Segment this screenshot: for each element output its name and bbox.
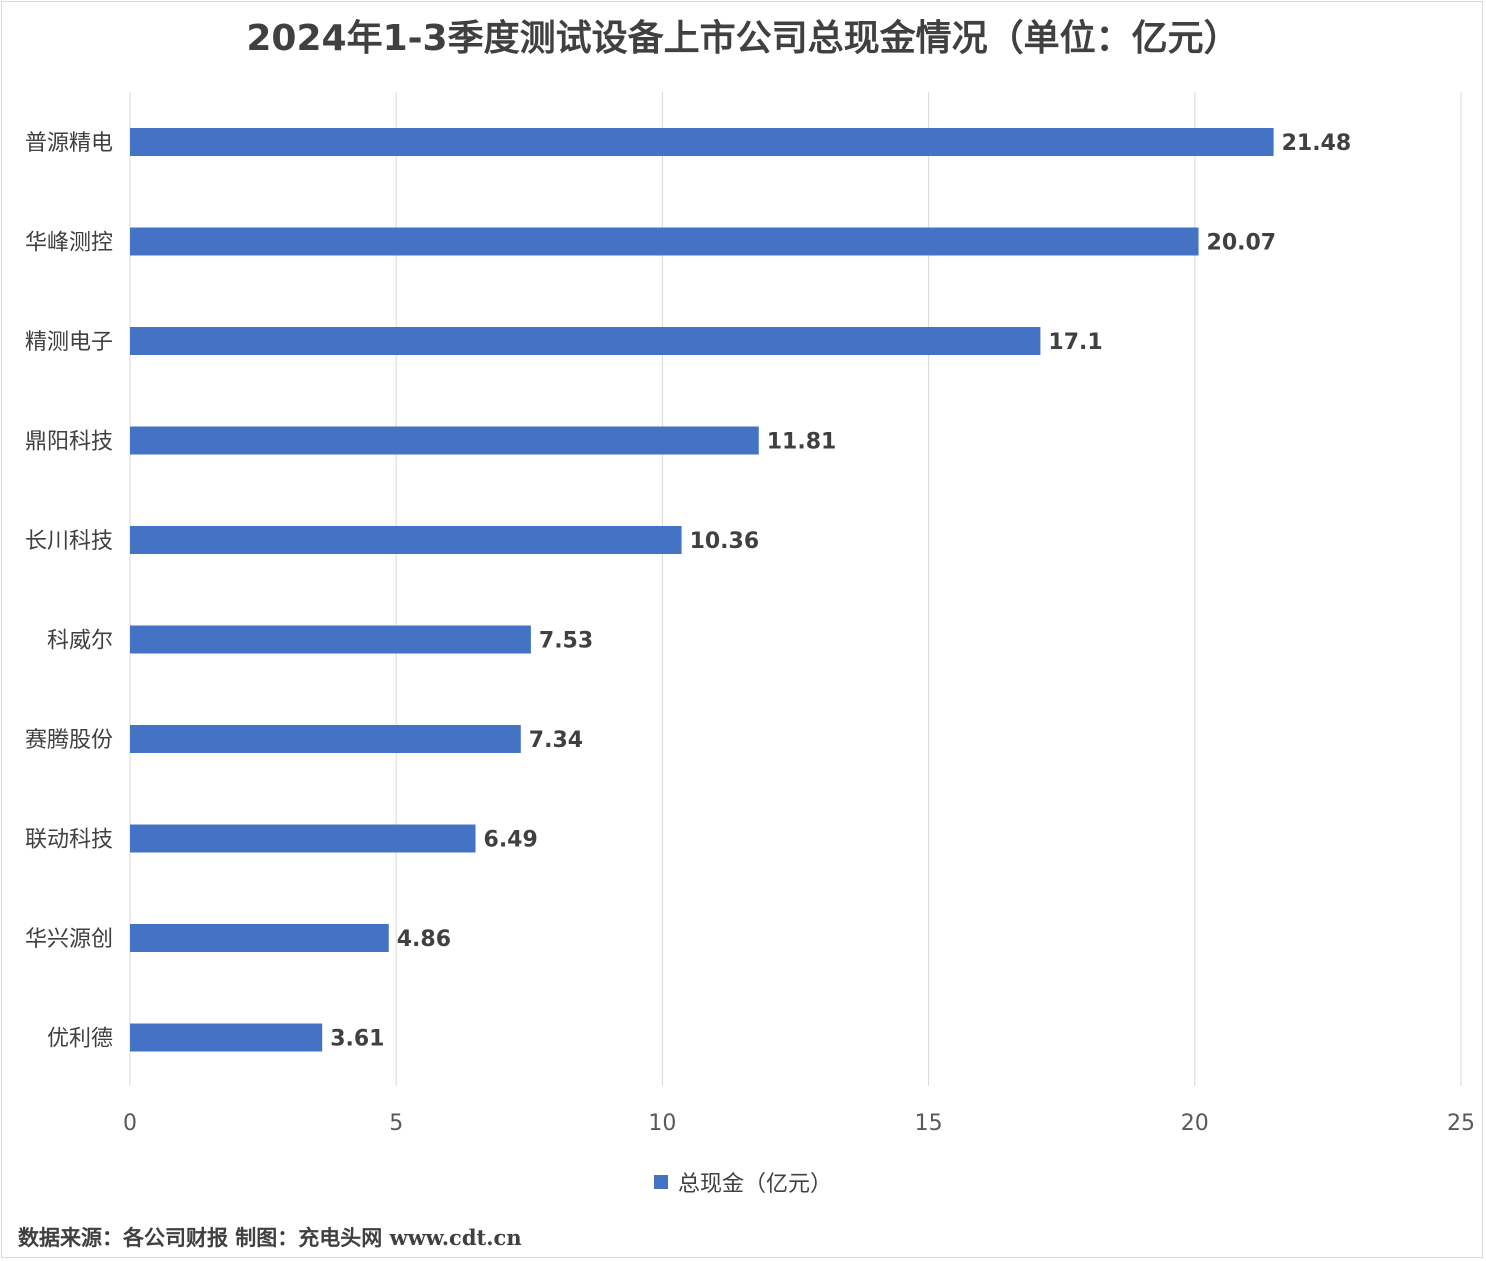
data-label: 20.07 <box>1207 231 1277 256</box>
x-tick-label: 0 <box>123 1111 137 1136</box>
category-label: 联动科技 <box>25 828 113 853</box>
data-label: 6.49 <box>484 828 538 853</box>
bar <box>130 327 1041 355</box>
data-label: 10.36 <box>690 529 760 554</box>
category-label: 优利德 <box>47 1027 113 1052</box>
bar <box>130 924 389 952</box>
category-label: 赛腾股份 <box>25 728 113 753</box>
data-label: 3.61 <box>330 1027 384 1052</box>
bars <box>130 128 1274 1052</box>
data-label: 21.48 <box>1282 131 1352 156</box>
gridlines <box>129 92 1462 1086</box>
x-tick-label: 15 <box>915 1111 943 1136</box>
x-tick-label: 5 <box>389 1111 403 1136</box>
category-label: 鼎阳科技 <box>25 430 113 455</box>
data-label: 7.34 <box>529 728 583 753</box>
bar <box>130 526 682 554</box>
bar <box>130 725 521 753</box>
data-label: 7.53 <box>539 629 593 654</box>
bar-chart: 0 5 10 15 20 25 普源精电 21.48 华峰测控 20.07 精测电子 17.1 鼎阳科技… <box>25 92 1475 1136</box>
chart-title: 2024年1-3季度测试设备上市公司总现金情况（单位：亿元） <box>246 18 1240 59</box>
bar <box>130 227 1199 256</box>
x-tick-label: 10 <box>648 1111 676 1136</box>
data-label: 17.1 <box>1048 330 1102 355</box>
data-label: 11.81 <box>767 430 837 455</box>
data-label: 4.86 <box>397 927 451 952</box>
legend: 总现金（亿元） <box>0 1166 1486 1198</box>
category-label: 长川科技 <box>25 529 113 554</box>
category-label: 普源精电 <box>25 131 113 156</box>
bar <box>130 625 531 654</box>
x-tick-label: 20 <box>1181 1111 1209 1136</box>
category-label: 华峰测控 <box>25 231 113 256</box>
bar <box>130 824 476 853</box>
labels: 0 5 10 15 20 25 普源精电 21.48 华峰测控 20.07 精测电子 17.1 鼎阳科技… <box>25 131 1475 1136</box>
x-tick-label: 25 <box>1447 1111 1475 1136</box>
bar <box>130 128 1274 156</box>
legend-swatch <box>653 1175 668 1189</box>
bar <box>130 426 759 455</box>
category-label: 华兴源创 <box>25 927 113 952</box>
bar <box>130 1023 323 1052</box>
legend-label: 总现金（亿元） <box>677 1172 832 1197</box>
category-label: 精测电子 <box>25 330 113 355</box>
category-label: 科威尔 <box>47 629 113 654</box>
source-note: 数据来源：各公司财报 制图：充电头网 www.cdt.cn <box>18 1225 522 1250</box>
